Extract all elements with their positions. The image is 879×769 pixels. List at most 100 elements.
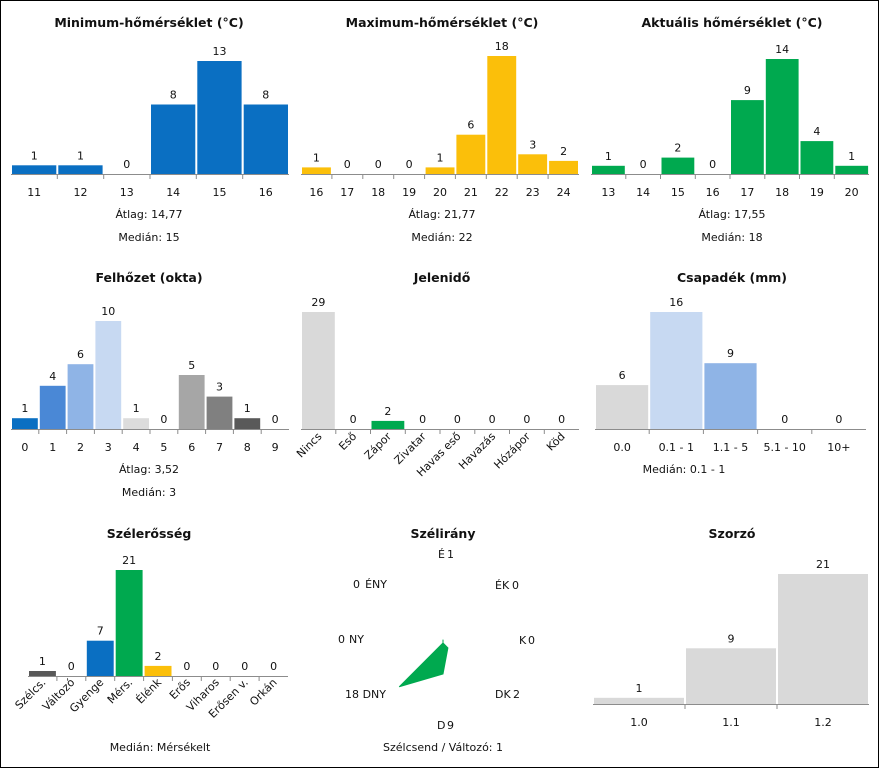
tick-label-szorzo-1: 1.1 xyxy=(722,716,740,729)
value-label-akt-7: 1 xyxy=(848,150,855,163)
chart-title-szorzo: Szorzó xyxy=(709,526,756,541)
tick-label-felho-2: 2 xyxy=(77,441,84,454)
value-label-max-8: 2 xyxy=(560,145,567,158)
tick-label-jelen-5: Havazás xyxy=(456,430,498,472)
tick-label-akt-0: 13 xyxy=(601,186,615,199)
stat-felho-0: Átlag: 3,52 xyxy=(119,463,179,476)
value-label-szel-4: 2 xyxy=(155,650,162,663)
tick-label-min-2: 13 xyxy=(120,186,134,199)
direction-label-6: NY xyxy=(349,633,364,646)
direction-label-7: ÉNY xyxy=(365,578,387,591)
bar-min-4 xyxy=(197,61,242,174)
value-label-max-4: 1 xyxy=(437,151,444,164)
value-label-csap-4: 0 xyxy=(835,413,842,426)
tick-label-csap-3: 5.1 - 10 xyxy=(763,441,805,454)
value-label-jelen-2: 2 xyxy=(384,405,391,418)
value-label-min-4: 13 xyxy=(213,45,227,58)
bar-akt-0 xyxy=(592,165,625,174)
value-label-min-1: 1 xyxy=(77,149,84,162)
direction-label-4: D xyxy=(437,719,445,732)
bar-jelen-0 xyxy=(302,312,335,429)
tick-label-akt-7: 20 xyxy=(845,186,859,199)
value-label-jelen-3: 0 xyxy=(419,413,426,426)
value-label-jelen-6: 0 xyxy=(523,413,530,426)
tick-label-max-6: 22 xyxy=(495,186,509,199)
value-label-szel-6: 0 xyxy=(212,660,219,673)
bar-felho-1 xyxy=(39,385,66,429)
value-label-min-2: 0 xyxy=(123,158,130,171)
bar-min-1 xyxy=(58,165,103,174)
tick-label-felho-6: 6 xyxy=(188,441,195,454)
bar-felho-2 xyxy=(67,364,94,429)
stat-felho-1: Medián: 3 xyxy=(122,486,176,499)
tick-label-akt-1: 14 xyxy=(636,186,650,199)
bar-akt-2 xyxy=(661,157,695,174)
tick-label-jelen-7: Köd xyxy=(544,430,568,454)
value-label-max-2: 0 xyxy=(375,158,382,171)
tick-label-max-2: 18 xyxy=(371,186,385,199)
stat-akt-1: Medián: 18 xyxy=(701,231,762,244)
direction-count-1: 0 xyxy=(512,579,519,592)
value-label-szel-0: 1 xyxy=(39,655,46,668)
tick-label-felho-8: 8 xyxy=(244,441,251,454)
tick-label-max-3: 19 xyxy=(402,186,416,199)
direction-label-2: K xyxy=(519,634,527,647)
bar-akt-5 xyxy=(765,59,799,174)
direction-count-3: 2 xyxy=(513,688,520,701)
bar-szel-0 xyxy=(29,671,56,676)
value-label-max-0: 1 xyxy=(313,151,320,164)
tick-label-szel-3: Mérs. xyxy=(105,676,135,706)
bar-szorzo-2 xyxy=(778,574,868,704)
bar-szorzo-1 xyxy=(686,648,776,704)
bar-felho-0 xyxy=(12,418,38,429)
value-label-akt-2: 2 xyxy=(674,142,681,155)
value-label-csap-3: 0 xyxy=(781,413,788,426)
stat-min-1: Medián: 15 xyxy=(118,231,179,244)
tick-label-akt-5: 18 xyxy=(775,186,789,199)
value-label-szorzo-0: 1 xyxy=(636,682,643,695)
value-label-szel-3: 21 xyxy=(122,554,136,567)
value-label-felho-3: 10 xyxy=(101,305,115,318)
tick-label-felho-5: 5 xyxy=(160,441,167,454)
tick-label-jelen-2: Zápor xyxy=(362,430,395,463)
tick-label-felho-7: 7 xyxy=(216,441,223,454)
value-label-max-5: 6 xyxy=(467,119,474,132)
tick-label-min-3: 14 xyxy=(166,186,180,199)
value-label-jelen-5: 0 xyxy=(489,413,496,426)
direction-label-3: DK xyxy=(495,688,511,701)
stat-akt-0: Átlag: 17,55 xyxy=(698,208,765,221)
tick-label-jelen-6: Hózápor xyxy=(491,430,533,472)
tick-label-min-4: 15 xyxy=(213,186,227,199)
stat-max-1: Medián: 22 xyxy=(411,231,472,244)
value-label-felho-5: 0 xyxy=(160,413,167,426)
bar-min-3 xyxy=(151,104,196,174)
bar-szel-2 xyxy=(86,640,114,676)
direction-count-7: 0 xyxy=(353,578,360,591)
value-label-akt-4: 9 xyxy=(744,84,751,97)
tick-label-max-0: 16 xyxy=(309,186,323,199)
bar-max-4 xyxy=(425,167,455,174)
chart-title-max: Maximum-hőmérséklet (°C) xyxy=(346,15,539,30)
bar-max-6 xyxy=(487,56,517,174)
tick-label-max-5: 21 xyxy=(464,186,478,199)
bar-akt-4 xyxy=(731,100,764,174)
value-label-szorzo-2: 21 xyxy=(816,558,830,571)
bar-min-5 xyxy=(243,104,288,174)
value-label-felho-2: 6 xyxy=(77,348,84,361)
direction-count-5: 18 xyxy=(345,688,359,701)
value-label-felho-4: 1 xyxy=(133,402,140,415)
tick-label-max-1: 17 xyxy=(340,186,354,199)
tick-label-min-1: 12 xyxy=(74,186,88,199)
bar-max-7 xyxy=(518,154,548,174)
value-label-jelen-7: 0 xyxy=(558,413,565,426)
tick-label-csap-1: 0.1 - 1 xyxy=(659,441,694,454)
stat-max-0: Átlag: 21,77 xyxy=(408,208,475,221)
bar-szel-4 xyxy=(144,665,172,676)
bar-felho-8 xyxy=(234,418,261,429)
tick-label-felho-4: 4 xyxy=(133,441,140,454)
bar-szel-3 xyxy=(115,570,143,676)
value-label-jelen-0: 29 xyxy=(311,296,325,309)
tick-label-szel-4: Élénk xyxy=(134,675,165,706)
